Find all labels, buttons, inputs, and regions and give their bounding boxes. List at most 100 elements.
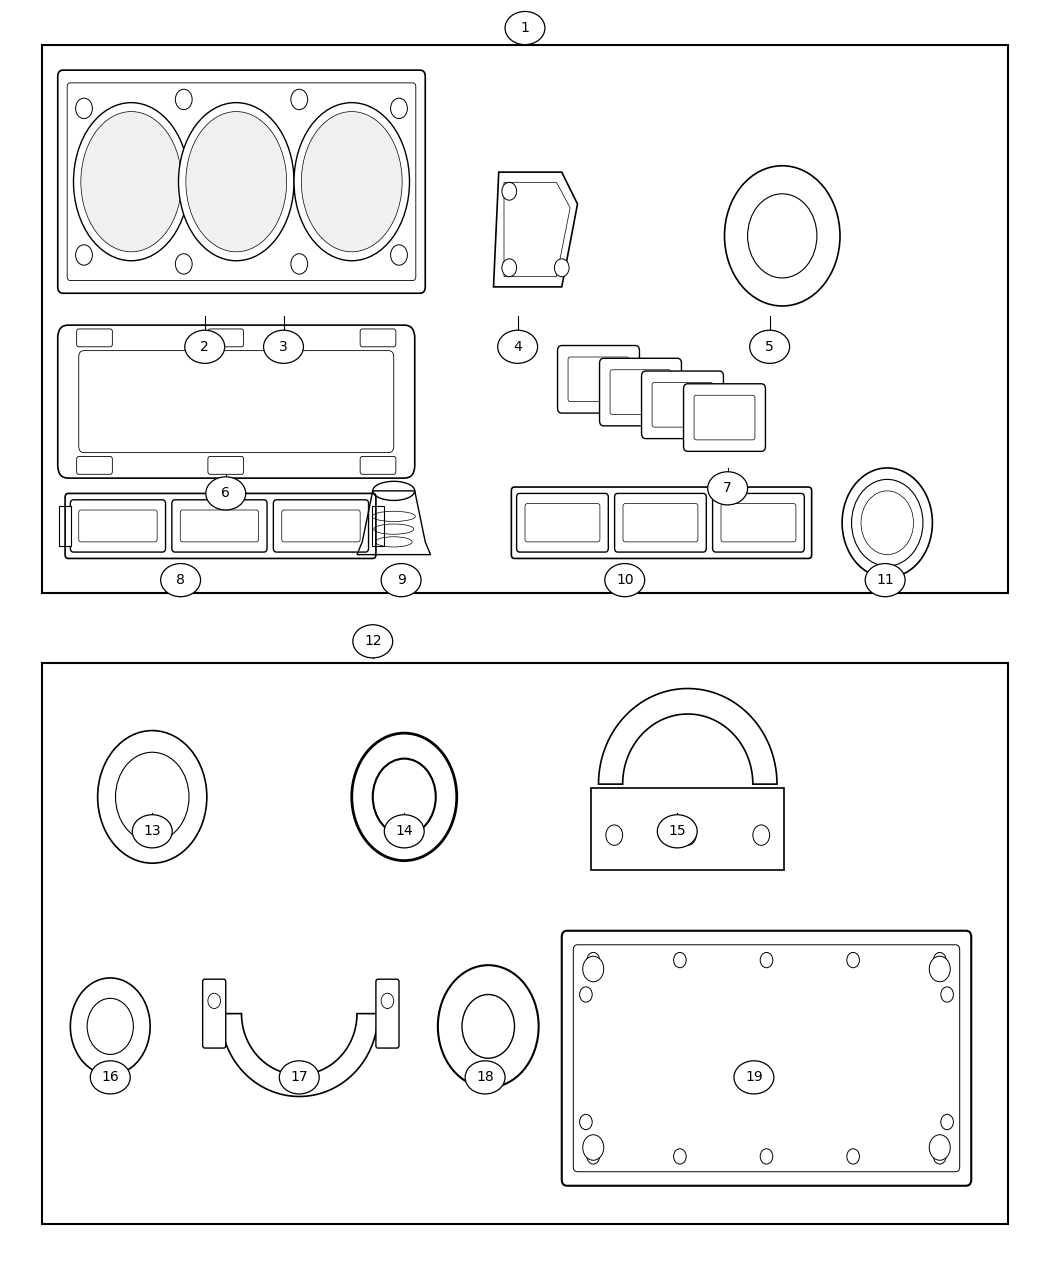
FancyBboxPatch shape [79, 510, 158, 542]
FancyBboxPatch shape [713, 493, 804, 552]
Circle shape [373, 759, 436, 835]
Text: 18: 18 [477, 1071, 493, 1084]
Text: 11: 11 [877, 574, 894, 586]
FancyBboxPatch shape [58, 325, 415, 478]
Ellipse shape [465, 1061, 505, 1094]
FancyBboxPatch shape [67, 83, 416, 280]
Ellipse shape [206, 477, 246, 510]
Circle shape [381, 993, 394, 1009]
Circle shape [76, 98, 92, 119]
Text: 16: 16 [102, 1071, 119, 1084]
FancyBboxPatch shape [684, 384, 765, 451]
FancyBboxPatch shape [281, 510, 360, 542]
FancyBboxPatch shape [172, 500, 267, 552]
Circle shape [580, 987, 592, 1002]
Circle shape [929, 956, 950, 982]
Text: 15: 15 [669, 825, 686, 838]
FancyBboxPatch shape [59, 506, 71, 546]
Ellipse shape [178, 103, 294, 261]
Circle shape [291, 254, 308, 274]
Ellipse shape [74, 103, 189, 261]
FancyBboxPatch shape [558, 346, 639, 413]
Circle shape [116, 752, 189, 842]
Circle shape [580, 1114, 592, 1130]
Ellipse shape [264, 330, 303, 363]
Ellipse shape [132, 815, 172, 848]
Text: 19: 19 [746, 1071, 762, 1084]
FancyBboxPatch shape [610, 370, 671, 414]
Text: 8: 8 [176, 574, 185, 586]
Circle shape [554, 259, 569, 277]
FancyBboxPatch shape [181, 510, 258, 542]
FancyBboxPatch shape [58, 70, 425, 293]
Text: 4: 4 [513, 340, 522, 353]
Ellipse shape [279, 1061, 319, 1094]
Circle shape [861, 491, 914, 555]
Ellipse shape [381, 564, 421, 597]
Text: 12: 12 [364, 635, 381, 648]
Text: 7: 7 [723, 482, 732, 495]
FancyBboxPatch shape [614, 493, 707, 552]
Ellipse shape [708, 472, 748, 505]
Circle shape [70, 978, 150, 1075]
Circle shape [291, 89, 308, 110]
Text: 3: 3 [279, 340, 288, 353]
Circle shape [852, 479, 923, 566]
Ellipse shape [161, 564, 201, 597]
Circle shape [941, 987, 953, 1002]
Ellipse shape [81, 112, 182, 252]
FancyBboxPatch shape [77, 329, 112, 347]
FancyBboxPatch shape [517, 493, 608, 552]
Text: 13: 13 [144, 825, 161, 838]
Text: 2: 2 [201, 340, 209, 353]
Circle shape [175, 89, 192, 110]
FancyBboxPatch shape [42, 663, 1008, 1224]
Ellipse shape [301, 112, 402, 252]
Ellipse shape [750, 330, 790, 363]
Circle shape [175, 254, 192, 274]
Circle shape [391, 98, 407, 119]
Circle shape [753, 825, 770, 845]
FancyBboxPatch shape [652, 382, 713, 427]
Circle shape [98, 731, 207, 863]
Circle shape [933, 1149, 946, 1164]
Circle shape [674, 1149, 687, 1164]
Text: 17: 17 [291, 1071, 308, 1084]
FancyBboxPatch shape [623, 504, 698, 542]
Circle shape [941, 1114, 953, 1130]
Ellipse shape [373, 482, 415, 501]
Text: 5: 5 [765, 340, 774, 353]
Circle shape [933, 952, 946, 968]
Circle shape [583, 956, 604, 982]
FancyBboxPatch shape [203, 979, 226, 1048]
Ellipse shape [294, 103, 410, 261]
FancyBboxPatch shape [77, 456, 112, 474]
Text: 10: 10 [616, 574, 633, 586]
Circle shape [583, 1135, 604, 1160]
Circle shape [724, 166, 840, 306]
FancyBboxPatch shape [525, 504, 600, 542]
Ellipse shape [353, 625, 393, 658]
FancyBboxPatch shape [70, 500, 166, 552]
Text: 1: 1 [521, 22, 529, 34]
FancyBboxPatch shape [360, 329, 396, 347]
FancyBboxPatch shape [591, 788, 784, 870]
FancyBboxPatch shape [376, 979, 399, 1048]
Ellipse shape [498, 330, 538, 363]
Ellipse shape [657, 815, 697, 848]
Circle shape [929, 1135, 950, 1160]
Text: 14: 14 [396, 825, 413, 838]
Circle shape [391, 245, 407, 265]
Circle shape [502, 182, 517, 200]
Ellipse shape [185, 330, 225, 363]
Circle shape [606, 825, 623, 845]
Circle shape [679, 825, 696, 845]
Ellipse shape [90, 1061, 130, 1094]
Circle shape [87, 998, 133, 1054]
Circle shape [208, 993, 220, 1009]
FancyBboxPatch shape [372, 506, 384, 546]
Circle shape [760, 952, 773, 968]
Circle shape [352, 733, 457, 861]
Circle shape [587, 1149, 600, 1164]
Ellipse shape [605, 564, 645, 597]
